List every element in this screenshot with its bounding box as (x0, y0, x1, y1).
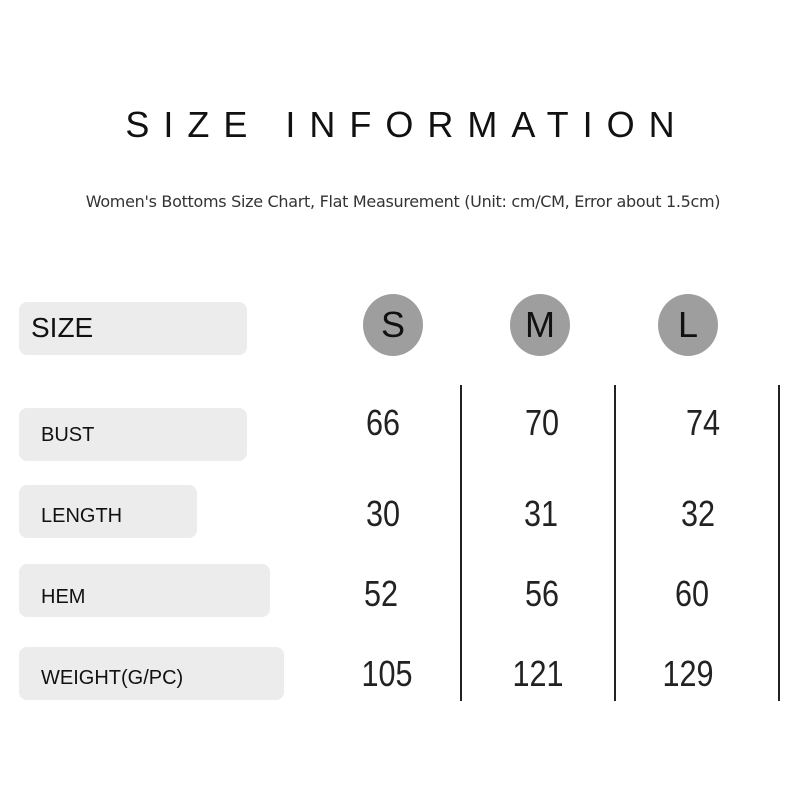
cell-value: 129 (662, 653, 714, 694)
row-label: HEM (41, 586, 86, 608)
cell-value: 70 (524, 402, 560, 443)
cell-value: 31 (523, 493, 559, 534)
column-divider (778, 385, 780, 701)
cell-value: 121 (512, 653, 564, 694)
page-title: SIZE INFORMATION (125, 104, 689, 145)
column-divider (460, 385, 462, 701)
row-label-box: LENGTH (19, 485, 197, 538)
size-header-box: SIZE (19, 302, 247, 355)
cell-value: 32 (680, 493, 716, 534)
size-badge-m: M (510, 294, 570, 356)
row-label-box: HEM (19, 564, 270, 617)
size-badge-l: L (658, 294, 718, 356)
row-label: LENGTH (41, 505, 123, 527)
row-label-box: WEIGHT(G/PC) (19, 647, 284, 700)
row-label: BUST (41, 424, 95, 446)
cell-value: 74 (685, 402, 721, 443)
row-label: WEIGHT(G/PC) (41, 667, 184, 689)
column-divider (614, 385, 616, 701)
cell-value: 52 (363, 573, 399, 614)
cell-value: 105 (361, 653, 413, 694)
subtitle: Women's Bottoms Size Chart, Flat Measure… (85, 192, 721, 211)
cell-value: 60 (674, 573, 710, 614)
cell-value: 66 (365, 402, 401, 443)
cell-value: 30 (365, 493, 401, 534)
row-label-box: BUST (19, 408, 247, 461)
size-badge-s: S (363, 294, 423, 356)
size-header-label: SIZE (31, 312, 94, 343)
cell-value: 56 (524, 573, 560, 614)
